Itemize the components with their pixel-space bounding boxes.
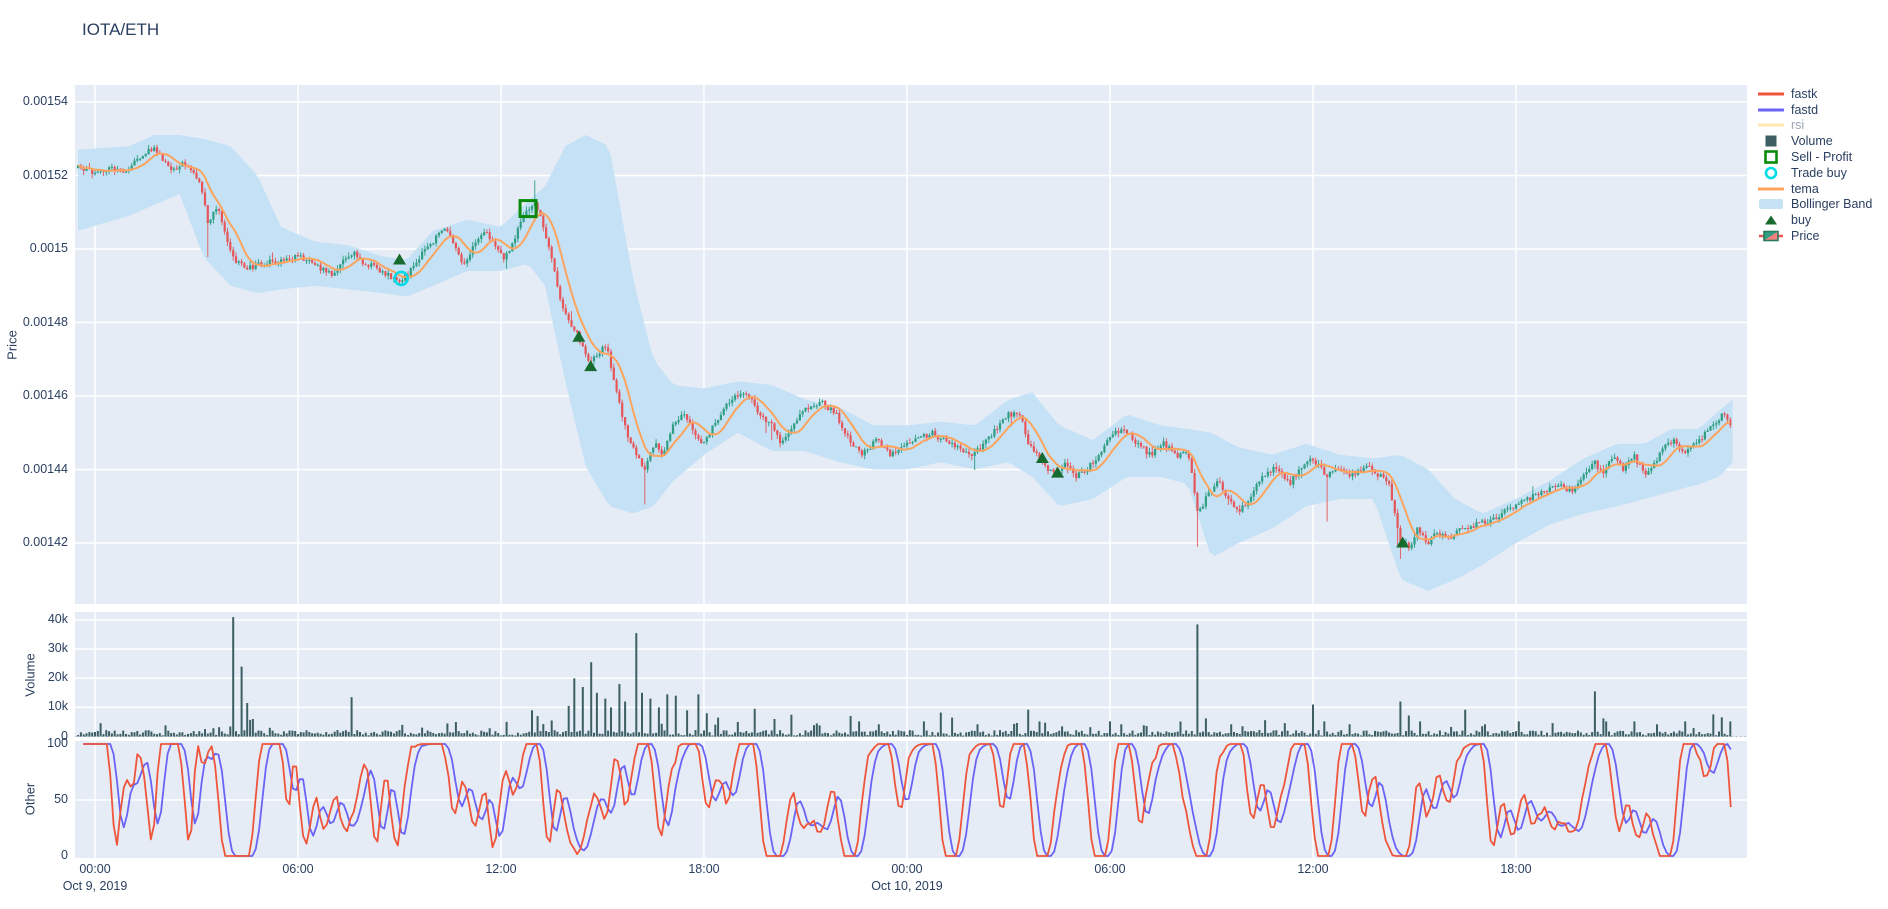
- legend-item-label: tema: [1791, 181, 1819, 196]
- fastd-line: [83, 743, 1732, 857]
- x-tick-label: 00:00: [79, 862, 111, 876]
- price-tick-label: 0.00146: [22, 388, 68, 402]
- legend-item-rsi[interactable]: rsi: [1756, 118, 1872, 134]
- x-tick-label: 12:00: [485, 862, 517, 876]
- line-swatch-icon: [1756, 183, 1786, 195]
- x-tick-label: 18:00: [688, 862, 720, 876]
- fastk-line: [83, 743, 1732, 857]
- legend-item-buy[interactable]: buy: [1756, 212, 1872, 228]
- legend-item-label: buy: [1791, 213, 1812, 228]
- legend-item-tema[interactable]: tema: [1756, 181, 1872, 197]
- price-tick-label: 0.00152: [22, 167, 68, 182]
- line-swatch-icon: [1756, 119, 1786, 131]
- buy-marker[interactable]: [1035, 451, 1049, 463]
- triangle-swatch-icon: [1756, 214, 1786, 226]
- legend-item-bollinger-band[interactable]: Bollinger Band: [1756, 197, 1872, 213]
- legend-item-label: fastk: [1791, 86, 1818, 101]
- square-swatch-icon: [1756, 134, 1786, 148]
- legend-item-label: Bollinger Band: [1791, 197, 1873, 212]
- price-tick-label: 0.00142: [22, 535, 68, 549]
- price-axis-title: Price: [4, 330, 20, 360]
- tema-line: [77, 152, 1731, 541]
- volume-tick-label: 0: [61, 728, 68, 743]
- chart-title: IOTA/ETH: [82, 20, 160, 39]
- price-tick-label: 0.00154: [22, 94, 68, 108]
- x-tick-label: 06:00: [282, 862, 314, 876]
- buy-marker[interactable]: [392, 253, 406, 265]
- legend-item-fastd[interactable]: fastd: [1756, 102, 1872, 118]
- volume-panel[interactable]: [75, 612, 1747, 737]
- legend-item-label: Trade buy: [1791, 165, 1847, 180]
- circle-open-swatch-icon: [1756, 165, 1786, 181]
- square-open-swatch-icon: [1756, 149, 1786, 165]
- x-tick-label: 00:00: [891, 862, 923, 876]
- bollinger-band-area: [78, 135, 1733, 591]
- legend-item-sell-profit[interactable]: Sell - Profit: [1756, 149, 1872, 165]
- legend-item-label: fastd: [1791, 102, 1819, 117]
- legend-item-volume[interactable]: Volume: [1756, 133, 1872, 149]
- sell-profit-marker[interactable]: [518, 199, 538, 219]
- other-tick-label: 50: [54, 792, 68, 806]
- line-swatch-icon: [1756, 104, 1786, 116]
- buy-marker[interactable]: [1396, 536, 1410, 548]
- legend-item-price[interactable]: Price: [1756, 228, 1872, 244]
- volume-tick-label: 10k: [47, 699, 68, 714]
- x-date-label: Oct 10, 2019: [871, 879, 943, 893]
- volume-tick-label: 30k: [47, 641, 68, 656]
- x-tick-label: 18:00: [1500, 862, 1532, 876]
- line-swatch-icon: [1756, 88, 1786, 100]
- buy-marker[interactable]: [1051, 466, 1065, 478]
- oscillator-series-layer: [83, 743, 1732, 857]
- volume-tick-label: 40k: [47, 612, 68, 626]
- price-tick-label: 0.00148: [22, 314, 68, 329]
- legend-item-label: rsi: [1791, 118, 1805, 133]
- buy-marker[interactable]: [584, 360, 598, 372]
- volume-tick-label: 20k: [47, 670, 68, 685]
- x-tick-label: 12:00: [1297, 862, 1329, 876]
- legend-item-label: Sell - Profit: [1791, 150, 1853, 165]
- legend-item-label: Volume: [1791, 134, 1833, 149]
- x-tick-label: 06:00: [1094, 862, 1126, 876]
- band-swatch-icon: [1756, 198, 1786, 210]
- other-tick-label: 0: [61, 848, 68, 862]
- buy-marker[interactable]: [572, 330, 586, 342]
- volume-series-layer: [77, 617, 1732, 737]
- x-date-label: Oct 9, 2019: [62, 879, 128, 893]
- legend-item-label: Price: [1791, 229, 1820, 244]
- candle-swatch-icon: [1756, 229, 1786, 243]
- legend-item-fastk[interactable]: fastk: [1756, 86, 1872, 102]
- price-tick-label: 0.00144: [22, 461, 68, 476]
- trade-buy-marker[interactable]: [393, 270, 409, 287]
- legend-item-trade-buy[interactable]: Trade buy: [1756, 165, 1872, 181]
- price-series-layer: [77, 135, 1733, 591]
- price-tick-label: 0.0015: [29, 241, 68, 255]
- legend: fastk fastd rsi Volume Sell - Profit Trade bu…: [1756, 86, 1872, 244]
- other-tick-label: 100: [47, 736, 68, 750]
